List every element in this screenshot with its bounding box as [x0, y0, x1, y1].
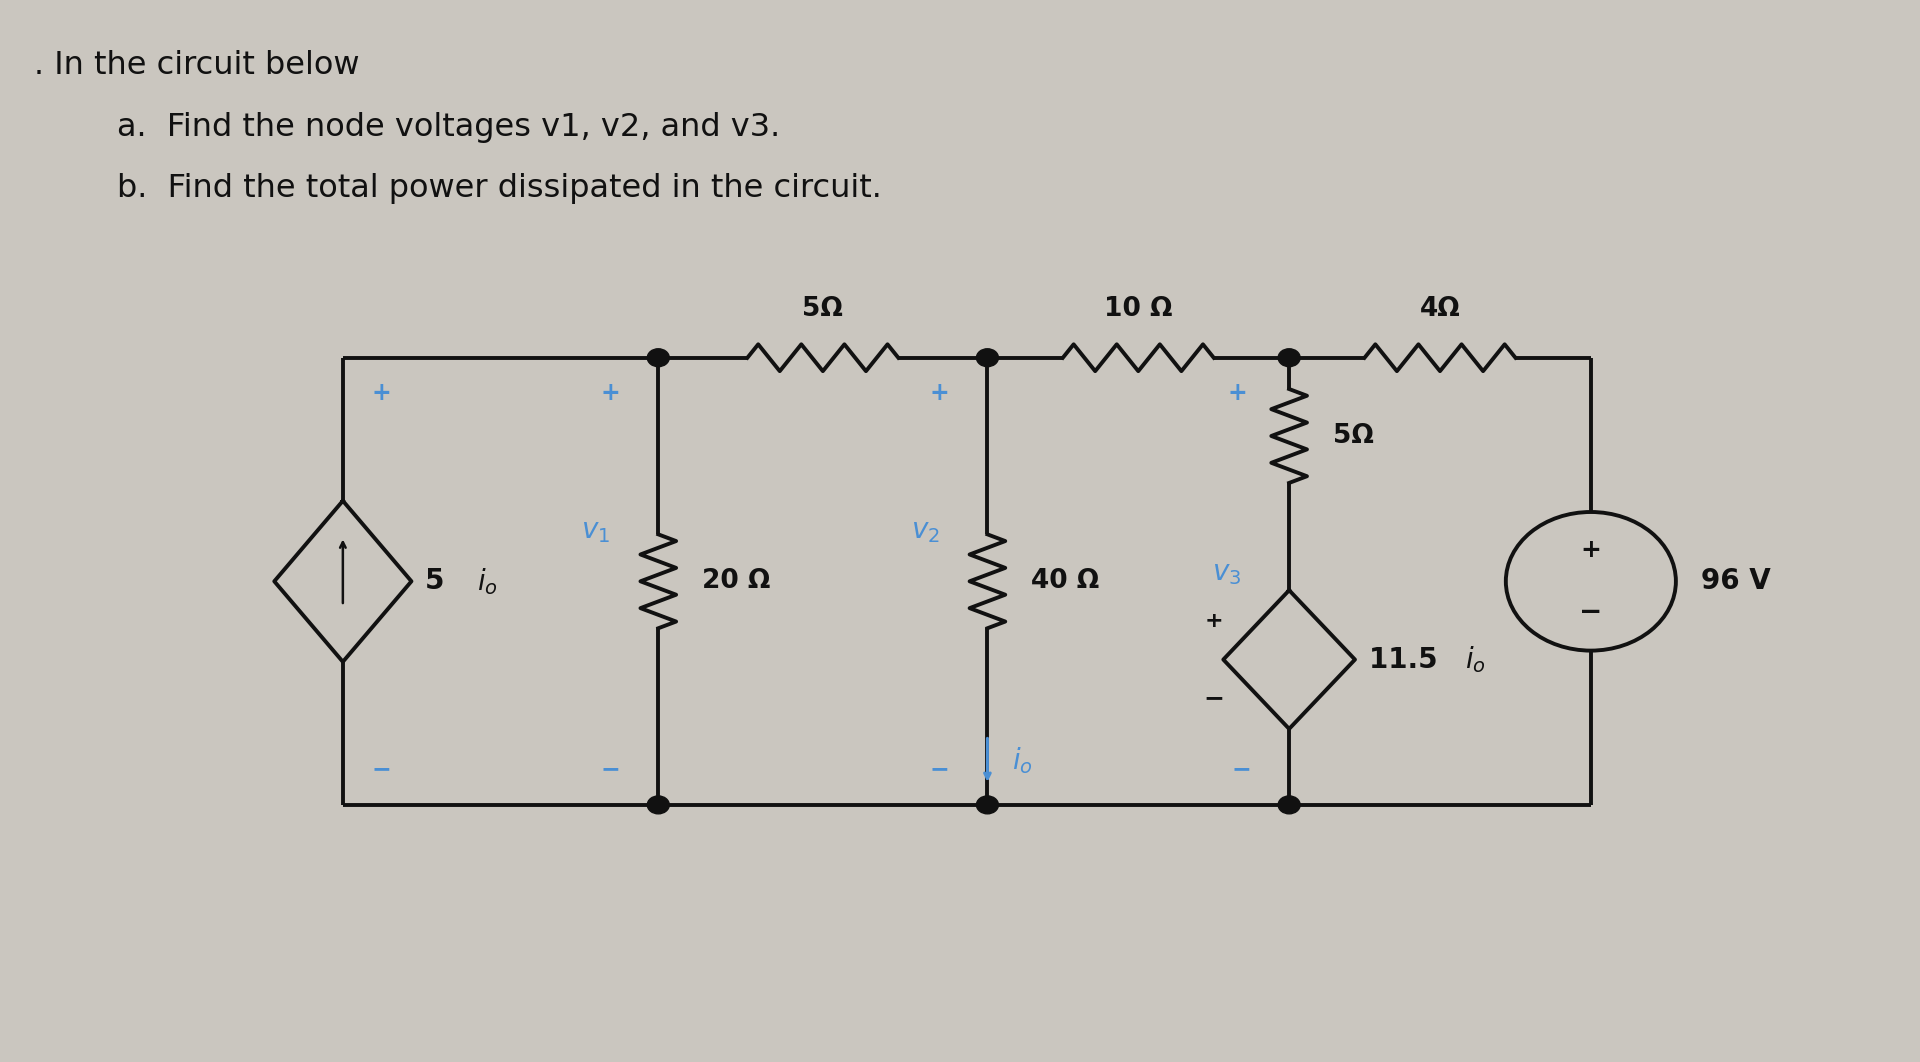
Text: 11.5: 11.5	[1369, 646, 1448, 673]
Circle shape	[1279, 348, 1300, 366]
Text: −: −	[601, 757, 620, 782]
Text: +: +	[1227, 381, 1246, 406]
Text: −: −	[371, 757, 392, 782]
Circle shape	[977, 348, 998, 366]
Text: 40 Ω: 40 Ω	[1031, 568, 1100, 595]
Text: $i_o$: $i_o$	[1012, 744, 1033, 775]
Circle shape	[647, 348, 670, 366]
Text: 5Ω: 5Ω	[1332, 423, 1375, 449]
Text: 5Ω: 5Ω	[803, 296, 843, 322]
Circle shape	[1279, 795, 1300, 813]
Circle shape	[977, 795, 998, 813]
Text: +: +	[601, 381, 620, 406]
Text: a.  Find the node voltages v1, v2, and v3.: a. Find the node voltages v1, v2, and v3…	[117, 112, 780, 142]
Circle shape	[647, 795, 670, 813]
Text: 10 Ω: 10 Ω	[1104, 296, 1173, 322]
Text: $v_1$: $v_1$	[582, 517, 611, 545]
Text: 96 V: 96 V	[1701, 567, 1770, 596]
Text: b.  Find the total power dissipated in the circuit.: b. Find the total power dissipated in th…	[117, 173, 881, 204]
Text: $v_3$: $v_3$	[1212, 560, 1240, 587]
Text: −: −	[1580, 599, 1603, 627]
Text: 20 Ω: 20 Ω	[703, 568, 770, 595]
Text: $i_o$: $i_o$	[1465, 645, 1486, 675]
Text: 4Ω: 4Ω	[1419, 296, 1461, 322]
Text: +: +	[1204, 612, 1223, 632]
Text: −: −	[1231, 757, 1252, 782]
Text: −: −	[1204, 686, 1225, 709]
Text: +: +	[929, 381, 948, 406]
Text: . In the circuit below: . In the circuit below	[35, 50, 359, 82]
Text: 5: 5	[424, 567, 455, 596]
Text: +: +	[1580, 538, 1601, 562]
Text: −: −	[929, 757, 948, 782]
Text: +: +	[371, 381, 392, 406]
Text: $v_2$: $v_2$	[910, 517, 939, 545]
Text: $i_o$: $i_o$	[478, 566, 497, 597]
